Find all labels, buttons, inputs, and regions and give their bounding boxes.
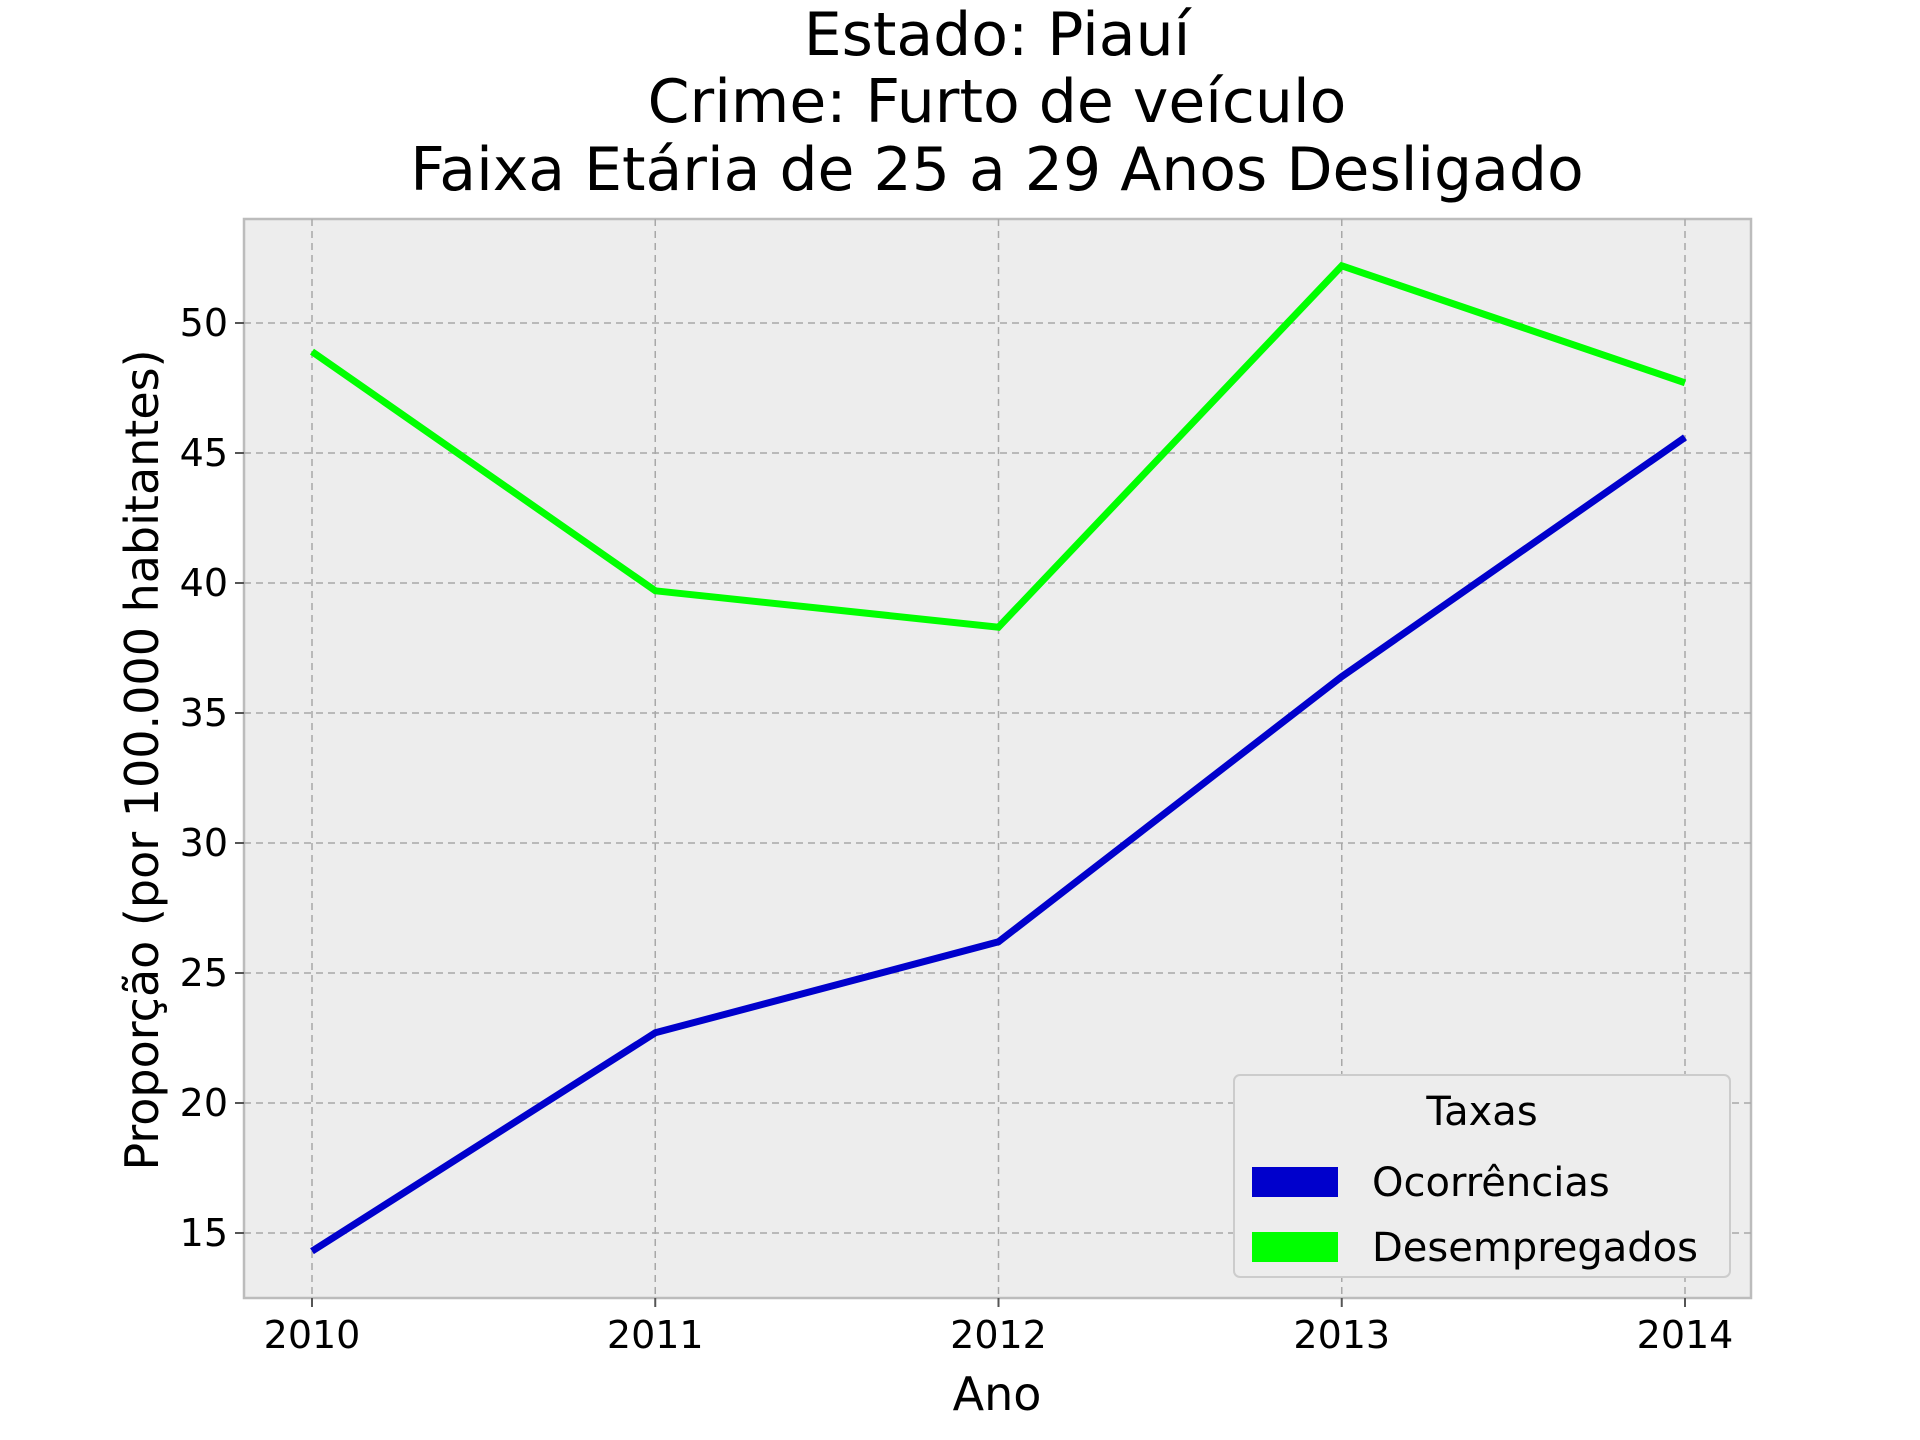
title-line-1: Estado: Piauí [804, 0, 1193, 70]
x-tick-label: 2011 [607, 1313, 704, 1357]
y-tick-label: 25 [180, 951, 228, 995]
legend-swatch [1252, 1232, 1338, 1262]
y-axis-label: Proporção (por 100.000 habitantes) [115, 349, 169, 1170]
legend-label: Desempregados [1372, 1225, 1698, 1271]
legend-swatch [1252, 1167, 1338, 1197]
legend-title: Taxas [1425, 1089, 1537, 1135]
series-layer [309, 261, 1688, 1255]
y-tick-label: 15 [180, 1211, 228, 1255]
y-tick-label: 20 [180, 1081, 228, 1125]
y-tick-label: 35 [180, 691, 228, 735]
legend-items: Ocorrências Desempregados [1252, 1160, 1698, 1271]
title-line-2: Crime: Furto de veículo [648, 67, 1347, 137]
y-tick-label: 40 [180, 561, 228, 605]
x-tick-label: 2012 [950, 1313, 1047, 1357]
y-tick-label: 45 [180, 431, 228, 475]
legend: Taxas Ocorrências Desempregados [1233, 1074, 1731, 1278]
x-tick-label: 2014 [1637, 1313, 1734, 1357]
x-tick-label: 2010 [264, 1313, 361, 1357]
legend-box [1233, 1074, 1731, 1278]
x-tick-label: 2013 [1293, 1313, 1390, 1357]
y-tick-label: 50 [180, 301, 228, 345]
chart-title: Estado: Piauí Crime: Furto de veículo Fa… [410, 0, 1583, 205]
y-tick-label: 30 [180, 821, 228, 865]
y-axis-ticks: 15 20 25 30 35 40 45 50 [180, 301, 244, 1255]
x-axis-label: Ano [953, 1367, 1042, 1421]
title-line-3: Faixa Etária de 25 a 29 Anos Desligado [410, 135, 1583, 205]
legend-label: Ocorrências [1372, 1160, 1610, 1206]
x-axis-ticks: 2010 2011 2012 2013 2014 [264, 1298, 1734, 1357]
